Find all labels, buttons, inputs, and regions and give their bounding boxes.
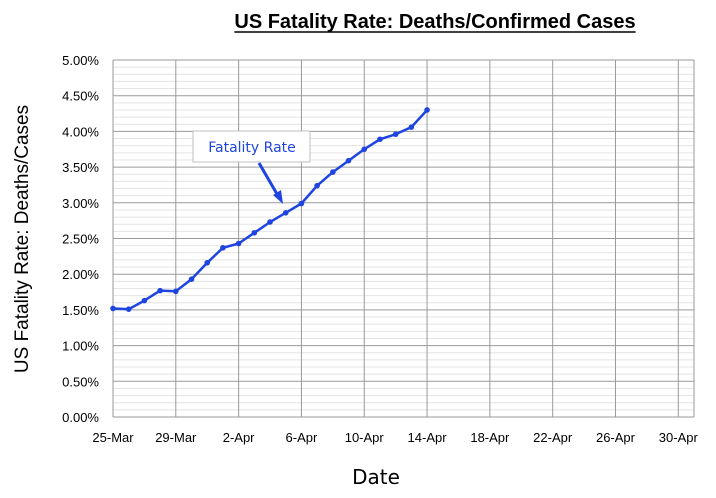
data-point	[314, 182, 320, 189]
data-point	[408, 124, 415, 130]
y-tick-label: 2.50%	[62, 232, 99, 247]
y-tick-label: 3.00%	[62, 196, 99, 211]
data-point	[251, 229, 258, 236]
data-point	[330, 169, 336, 175]
data-point	[110, 305, 116, 312]
y-tick-label: 0.00%	[62, 410, 99, 425]
data-point	[157, 287, 163, 294]
x-tick-label: 10-Apr	[345, 430, 385, 445]
data-point	[267, 219, 273, 225]
y-tick-label: 5.00%	[62, 53, 99, 68]
data-point	[188, 276, 195, 282]
y-tick-label: 4.00%	[62, 124, 99, 139]
data-point	[392, 131, 399, 138]
x-tick-label: 2-Apr	[223, 430, 255, 445]
y-tick-label: 1.50%	[62, 303, 99, 318]
annotation-box	[192, 130, 311, 163]
data-point	[282, 209, 289, 216]
y-tick-label: 2.00%	[62, 267, 99, 282]
data-point	[424, 107, 430, 113]
y-axis-label: US Fatality Rate: Deaths/Cases	[12, 105, 33, 373]
data-point	[220, 244, 226, 251]
data-point	[361, 146, 368, 153]
x-tick-label: 18-Apr	[470, 430, 510, 445]
data-point	[173, 288, 179, 295]
minor-gridlines	[113, 66, 694, 411]
annotation-arrowhead	[273, 190, 283, 204]
x-tick-label: 6-Apr	[286, 430, 318, 445]
x-tick-label: 29-Mar	[155, 430, 197, 445]
x-tick-label: 25-Mar	[92, 430, 134, 445]
data-point	[141, 297, 148, 304]
y-axis-tick-labels: 0.00% 0.50% 1.00% 1.50% 2.00% 2.50% 3.00% 3.50%…	[62, 53, 99, 425]
x-tick-label: 14-Apr	[408, 430, 448, 445]
y-tick-label: 0.50%	[62, 374, 99, 389]
x-axis-tick-labels: 25-Mar 29-Mar 2-Apr 6-Apr 10-Apr 14-Apr 18-Apr…	[92, 430, 698, 445]
data-point	[298, 200, 305, 207]
y-tick-label: 1.00%	[62, 339, 99, 354]
series-fatality-rate	[110, 107, 430, 312]
chart-title: US Fatality Rate: Deaths/Confirmed Cases	[234, 11, 635, 33]
x-axis-label: Date	[352, 465, 400, 489]
x-tick-label: 26-Apr	[596, 430, 636, 445]
data-point	[235, 240, 242, 247]
y-tick-label: 3.50%	[62, 160, 99, 175]
fatality-rate-annotation: Fatality Rate	[192, 130, 311, 204]
data-point	[204, 259, 211, 266]
annotation-arrow	[257, 162, 279, 195]
major-gridlines	[112, 59, 695, 418]
y-tick-label: 4.50%	[62, 89, 99, 104]
data-point	[377, 136, 383, 143]
data-point	[125, 306, 132, 312]
data-point	[345, 157, 352, 164]
annotation-label: Fatality Rate	[208, 140, 296, 156]
x-tick-label: 22-Apr	[533, 430, 573, 445]
x-tick-label: 30-Apr	[659, 430, 699, 445]
